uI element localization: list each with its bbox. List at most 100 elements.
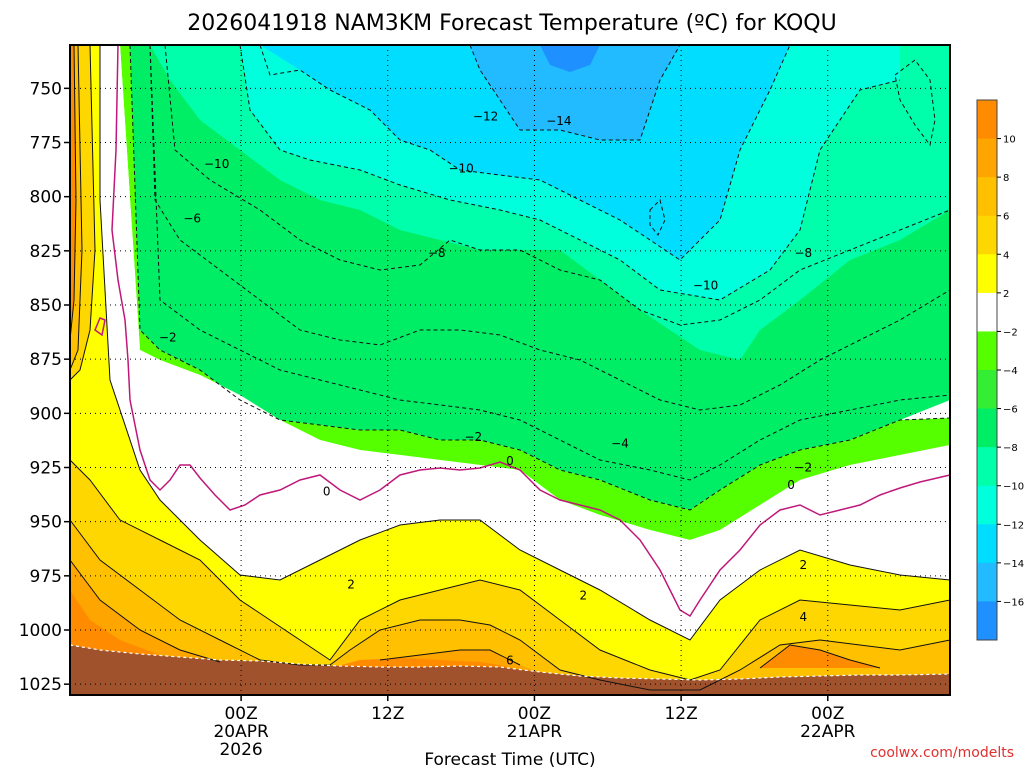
colorbar-label: 10 [1003,135,1016,146]
contour-plus-8b [379,649,521,666]
contour-label: −8 [428,246,446,260]
colorbar-swatch [977,370,997,410]
colorbar-swatch [977,524,997,564]
band-minus-16 [540,45,600,72]
contour-plus-12 [69,44,77,341]
colorbar-label: −12 [1003,520,1024,531]
contour-minus-8 [164,44,951,326]
colorbar-swatch [977,485,997,525]
contour-label: −2 [159,331,177,345]
x-tick-label: 21APR [507,722,563,742]
contour-plus-2 [99,45,951,641]
colorbar-swatch [977,408,997,448]
colorbar-swatch [977,331,997,371]
contour-minus-10-island [894,59,936,147]
y-tick-label: 850 [30,296,62,316]
colorbar-swatch [977,215,997,255]
contour-plus-4 [69,44,96,381]
y-tick-label: 750 [30,79,62,99]
colorbar-swatch [977,138,997,178]
colorbar-label: 6 [1003,212,1009,223]
colorbar-swatch [977,292,997,332]
contour-label: 0 [323,484,331,498]
contour-label: −8 [794,246,812,260]
colorbar-label: −4 [1003,366,1018,377]
y-tick-label: 875 [30,350,62,370]
terrain [70,645,950,695]
contour-plus-8c [759,644,881,669]
x-tick-label: 00Z [811,704,844,724]
contour-labels: −10 −12 −14 −10 −6 −8 −8 −10 −2 −2 −4 −2 0 0 0 2 2 2 4 6 [159,110,812,668]
contour-label: 0 [506,454,514,468]
contour-label: 6 [506,653,514,667]
contour-label: 0 [787,478,795,492]
y-tick-label: 975 [30,567,62,587]
x-tick-label: 12Z [664,704,697,724]
y-tick-label: 1000 [19,621,62,641]
contour-plus-6 [69,519,951,691]
colorbar-swatch [977,601,997,641]
colorbar-label: −8 [1003,443,1018,454]
colorbar-swatch [977,177,997,217]
contour-minus-14 [469,44,681,141]
contour-label: −12 [473,110,498,124]
band-minus-12 [260,45,790,260]
colorbar-label: −10 [1003,482,1024,493]
band-plus-6 [70,45,950,695]
colorbar-swatch [977,100,997,140]
zero-isotherm-small [94,317,106,337]
contour-minus-4 [149,44,951,481]
band-minus-14 [470,45,680,140]
contour-label: −10 [204,157,229,171]
x-tick-label: 00Z [224,704,257,724]
contour-plus-10 [69,44,83,371]
contour-minus-10 [239,44,901,301]
band-plus-10b [760,645,880,668]
band-zero-white [100,45,950,640]
contour-minus-2 [129,44,951,511]
contour-label: −10 [448,162,473,176]
y-tick-label: 1025 [19,675,62,695]
contour-minus-12-island [649,199,666,236]
y-tick-label: 925 [30,459,62,479]
contour-label: 2 [580,588,588,602]
colorbar-swatch [977,562,997,602]
gridlines [70,45,950,695]
contour-label: −4 [611,437,629,451]
colorbar: 10 8 6 4 2 −2 −4 −6 −8 −10 −12 −14 −16 [976,99,1024,641]
y-tick-label: 825 [30,242,62,262]
contour-label: −2 [794,461,812,475]
x-axis-label: Forecast Time (UTC) [424,750,595,768]
positive-contours [69,44,951,691]
contour-label: −6 [183,211,201,225]
y-axis: 750 775 800 825 850 875 900 925 950 975 1000 1025 [19,79,70,695]
y-tick-label: 900 [30,404,62,424]
y-tick-label: 800 [30,188,62,208]
chart-title: 2026041918 NAM3KM Forecast Temperature (… [187,11,836,36]
colorbar-label: −6 [1003,405,1018,416]
colorbar-label: 8 [1003,173,1009,184]
x-tick-label: 20APR [213,722,269,742]
colorbar-label: −14 [1003,559,1024,570]
x-tick-label: 22APR [800,722,856,742]
x-tick-label: 00Z [518,704,551,724]
colorbar-label: −2 [1003,327,1018,338]
contour-label: 4 [800,610,808,624]
watermark: coolwx.com/modelts [870,745,1014,761]
colorbar-swatch [977,447,997,487]
plot-frame [69,44,951,696]
contour-label: −2 [464,430,482,444]
colorbar-label: 2 [1003,289,1009,300]
contour-label: 2 [800,558,808,572]
colorbar-swatch [977,254,997,294]
y-tick-label: 950 [30,513,62,533]
x-tick-label: 2026 [219,740,262,760]
contour-label: −14 [546,114,571,128]
colorbar-label: −16 [1003,597,1024,608]
colorbar-label: 4 [1003,250,1009,261]
contour-minus-12 [259,44,791,261]
negative-contours [129,44,951,511]
contour-label: 2 [347,578,355,592]
